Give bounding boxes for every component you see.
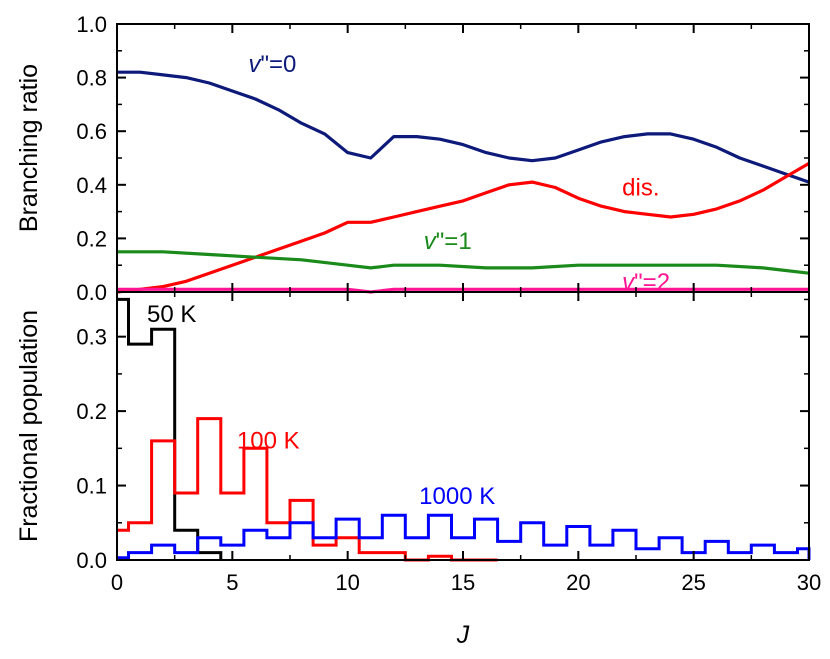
xtick-label: 5 [226, 570, 238, 595]
annot-v2: v"=2 [622, 269, 670, 296]
series-line-1 [116, 162, 810, 294]
annot-50k: 50 K [147, 301, 196, 328]
xtick-label: 25 [681, 570, 705, 595]
top-ytick-label: 0.8 [76, 66, 107, 91]
xtick-label: 15 [451, 570, 475, 595]
top-ytick-label: 0.6 [76, 119, 107, 144]
bottom-ytick-label: 0.1 [76, 474, 107, 499]
xtick-label: 10 [335, 570, 359, 595]
annot-1000k: 1000 K [419, 483, 495, 510]
series-line-2 [117, 250, 810, 275]
xtick-label: 20 [566, 570, 590, 595]
annot-100k: 100 K [237, 427, 300, 454]
annot-v0: v"=0 [248, 51, 296, 78]
xtick-label: 30 [797, 570, 821, 595]
top-panel [116, 70, 810, 294]
step-series-0 [117, 297, 223, 560]
step-series-2 [117, 513, 811, 560]
annot-v1: v"=1 [424, 228, 472, 255]
top-ytick-label: 0.0 [76, 280, 107, 305]
bottom-y-axis-title: Fractional population [15, 310, 43, 542]
series-line-0 [117, 70, 810, 184]
bottom-panel [117, 297, 811, 562]
top-ytick-label: 1.0 [76, 12, 107, 37]
top-ytick-label: 0.4 [76, 173, 107, 198]
top-ytick-label: 0.2 [76, 226, 107, 251]
series-line-3 [117, 287, 809, 294]
bottom-ytick-label: 0.3 [76, 325, 107, 350]
xtick-label: 0 [111, 570, 123, 595]
bottom-ytick-label: 0.0 [76, 548, 107, 573]
x-axis-title: J [456, 621, 470, 649]
top-y-axis-title: Branching ratio [15, 64, 43, 232]
annot-dis: dis. [622, 175, 659, 202]
axis-labels: Branching ratio Fractional population J [15, 64, 470, 649]
plot-frame: 0.0 0.2 0.4 0.6 0.8 1.0 0.0 0.1 0.2 0.3 0 5 10 15 20 25… [76, 12, 821, 595]
bottom-ytick-label: 0.2 [76, 399, 107, 424]
